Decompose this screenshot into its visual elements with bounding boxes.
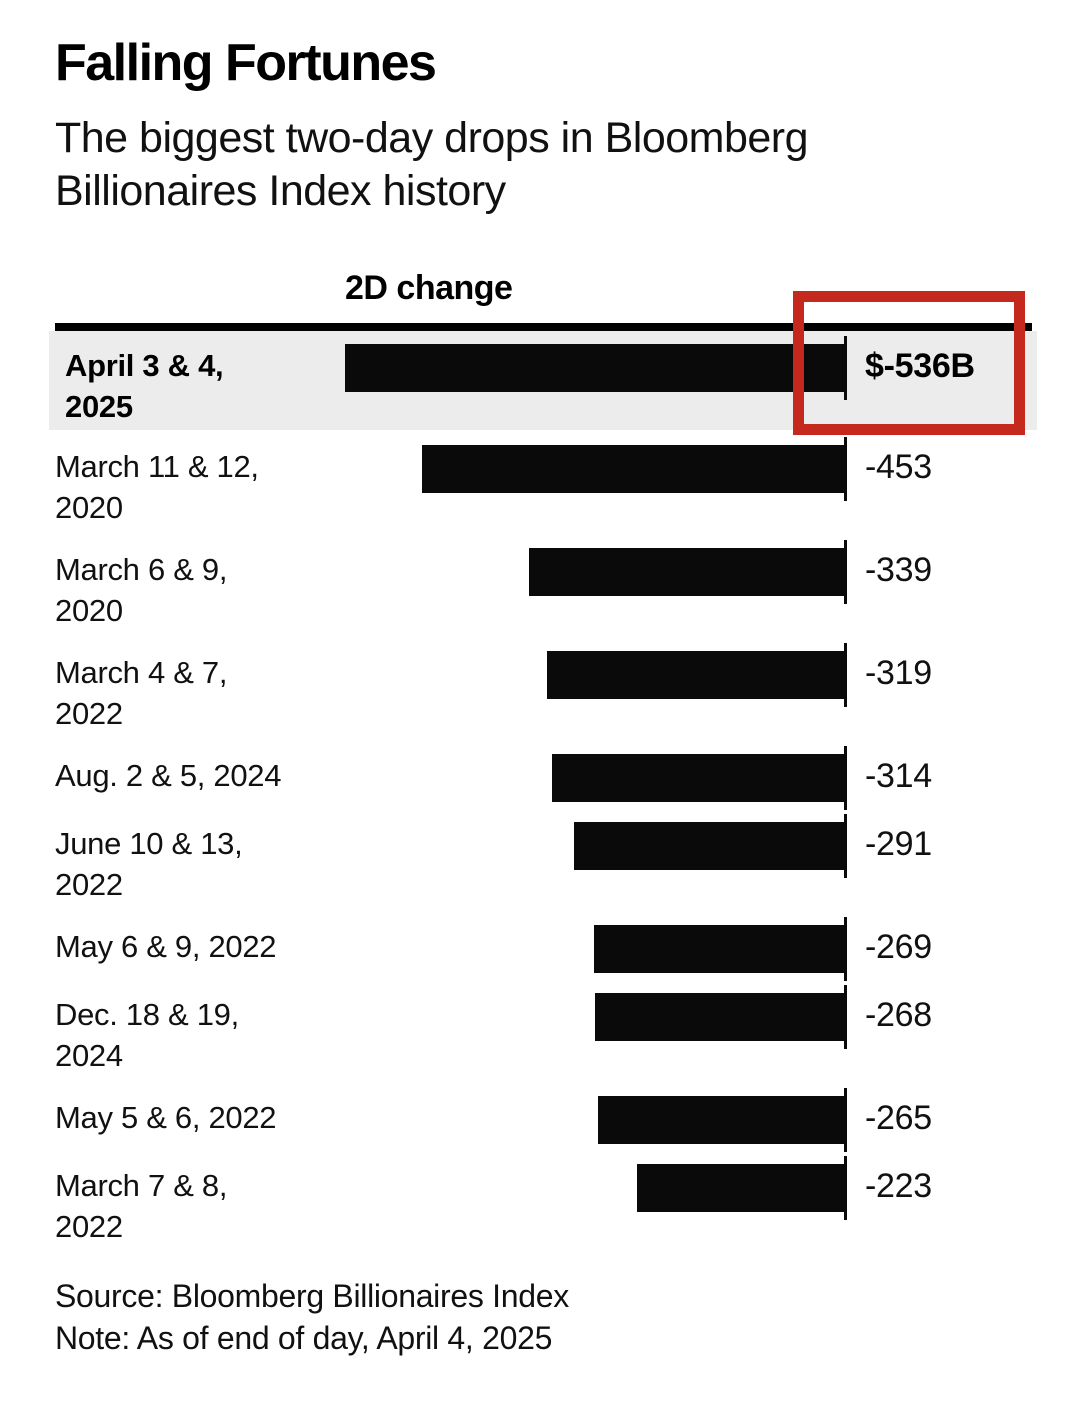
row-value: -339: [865, 551, 932, 589]
row-label-line1: Dec. 18 & 19,: [55, 997, 239, 1032]
row-value: -268: [865, 996, 932, 1034]
bar: [547, 651, 845, 699]
bar: [422, 445, 845, 493]
axis-tick: [844, 985, 847, 1049]
row-label-line2: 2022: [55, 867, 123, 902]
chart-row: March 6 & 9, 2020 -339: [55, 540, 1032, 631]
row-label-line1: May 5 & 6, 2022: [55, 1100, 277, 1135]
chart-row: Dec. 18 & 19, 2024 -268: [55, 985, 1032, 1076]
chart-row: March 4 & 7, 2022 -319: [55, 643, 1032, 734]
bar-track: [345, 540, 847, 604]
axis-tick: [844, 1156, 847, 1220]
chart-row: May 5 & 6, 2022 -265: [55, 1088, 1032, 1152]
bar-track: [345, 1088, 847, 1152]
bar: [597, 1096, 845, 1144]
bar-track: [345, 643, 847, 707]
row-label-line1: Aug. 2 & 5, 2024: [55, 758, 282, 793]
row-value: -319: [865, 654, 932, 692]
bar: [595, 993, 845, 1041]
page-title: Falling Fortunes: [55, 34, 437, 92]
chart-row: March 7 & 8, 2022 -223: [55, 1156, 1032, 1247]
chart-subtitle-line2: Billionaires Index history: [55, 167, 506, 215]
row-label-line2: 2022: [55, 696, 123, 731]
bar-track: [345, 917, 847, 981]
bar: [552, 754, 845, 802]
row-value: -453: [865, 448, 932, 486]
axis-tick: [844, 437, 847, 501]
row-value: -265: [865, 1099, 932, 1137]
axis-tick: [844, 540, 847, 604]
bar-track: [345, 437, 847, 501]
row-label: March 11 & 12, 2020: [55, 445, 345, 528]
chart-footer: Source: Bloomberg Billionaires Index Not…: [55, 1275, 1080, 1359]
chart-row: March 11 & 12, 2020 -453: [55, 437, 1032, 528]
axis-tick: [844, 814, 847, 878]
axis-tick: [844, 917, 847, 981]
axis-tick: [844, 643, 847, 707]
row-value: -223: [865, 1167, 932, 1205]
bar-track: [345, 985, 847, 1049]
bar: [528, 548, 845, 596]
row-label-line1: March 11 & 12,: [55, 449, 259, 484]
row-label: March 7 & 8, 2022: [55, 1164, 345, 1247]
bar-chart: 2D change April 3 & 4, 2025 $-536B March…: [49, 269, 1037, 1247]
row-value: -291: [865, 825, 932, 863]
chart-top-rule: [55, 323, 1032, 331]
row-value: -269: [865, 928, 932, 966]
axis-tick: [844, 336, 847, 400]
source-text: Source: Bloomberg Billionaires Index: [55, 1278, 569, 1314]
chart-subtitle-line1: The biggest two-day drops in Bloomberg: [55, 114, 809, 162]
chart-row: June 10 & 13, 2022 -291: [55, 814, 1032, 905]
row-label-line2: 2020: [55, 593, 123, 628]
row-label: Aug. 2 & 5, 2024: [55, 754, 345, 796]
bar: [345, 344, 845, 392]
row-label: April 3 & 4, 2025: [55, 344, 345, 427]
chart-row: May 6 & 9, 2022 -269: [55, 917, 1032, 981]
row-label-line2: 2025: [65, 389, 133, 424]
row-label-line1: March 6 & 9,: [55, 552, 228, 587]
row-label: May 6 & 9, 2022: [55, 925, 345, 967]
chart-row: April 3 & 4, 2025 $-536B: [49, 331, 1037, 430]
row-label-line1: May 6 & 9, 2022: [55, 929, 277, 964]
chart-subtitle: The biggest two-day drops in Bloomberg B…: [55, 112, 1080, 218]
row-label-line2: 2020: [55, 490, 123, 525]
row-label-line1: June 10 & 13,: [55, 826, 243, 861]
row-label-line1: March 7 & 8,: [55, 1168, 228, 1203]
chart-row: Aug. 2 & 5, 2024 -314: [55, 746, 1032, 810]
row-label: June 10 & 13, 2022: [55, 822, 345, 905]
row-label-line2: 2022: [55, 1209, 123, 1244]
axis-tick: [844, 746, 847, 810]
note-text: Note: As of end of day, April 4, 2025: [55, 1320, 553, 1356]
row-label: March 4 & 7, 2022: [55, 651, 345, 734]
bar-track: [345, 1156, 847, 1220]
row-label-line2: 2024: [55, 1038, 123, 1073]
row-label: May 5 & 6, 2022: [55, 1096, 345, 1138]
row-value: -314: [865, 757, 932, 795]
row-label: Dec. 18 & 19, 2024: [55, 993, 345, 1076]
column-header-2d-change: 2D change: [345, 269, 513, 307]
bar-track: [345, 814, 847, 878]
axis-tick: [844, 1088, 847, 1152]
bar-track: [345, 336, 847, 400]
bar: [636, 1164, 845, 1212]
row-value: $-536B: [865, 347, 975, 385]
bar-track: [345, 746, 847, 810]
bar: [573, 822, 845, 870]
chart-rows: April 3 & 4, 2025 $-536B March 11 & 12, …: [49, 331, 1037, 1247]
row-label-line1: April 3 & 4,: [65, 348, 224, 383]
row-label-line1: March 4 & 7,: [55, 655, 228, 690]
bar: [594, 925, 845, 973]
row-label: March 6 & 9, 2020: [55, 548, 345, 631]
